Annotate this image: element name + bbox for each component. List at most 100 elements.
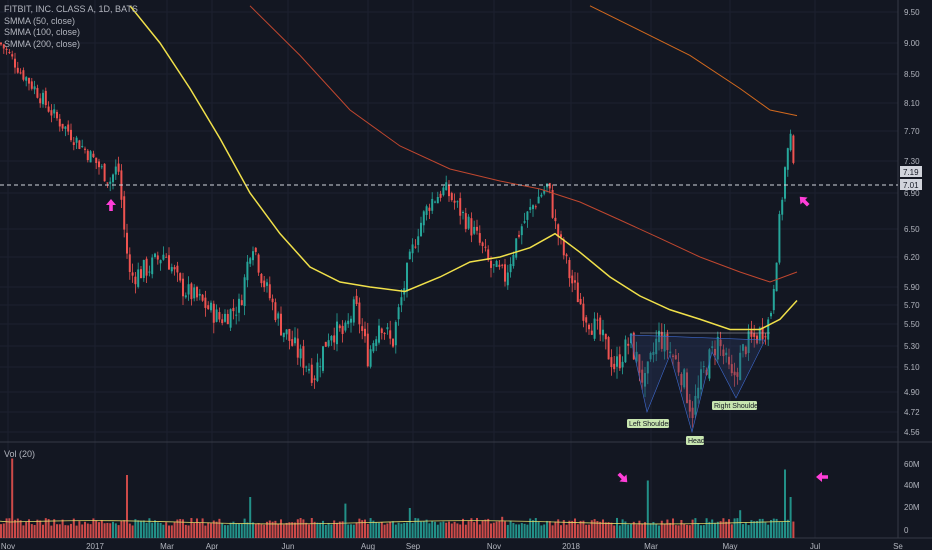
volume-bar: [198, 522, 201, 538]
price-tick-label: 8.10: [904, 99, 920, 108]
candle-down: [134, 276, 137, 285]
volume-bar: [67, 525, 70, 538]
volume-bar: [218, 518, 221, 538]
candle-down: [674, 355, 677, 360]
volume-bar: [22, 525, 25, 538]
volume-bar: [277, 523, 280, 538]
last-price-tag: [900, 166, 922, 177]
candle-down: [744, 346, 747, 355]
volume-bar: [58, 524, 61, 538]
volume-bar: [11, 458, 14, 538]
candle-up: [386, 327, 389, 330]
volume-bar: [414, 517, 417, 538]
candle-down: [607, 337, 610, 360]
volume-bar: [173, 522, 176, 538]
candle-down: [504, 264, 506, 282]
volume-bar: [686, 524, 688, 538]
candle-down: [753, 333, 756, 337]
annotation-arrow-volume-right: [816, 472, 828, 482]
candle-down: [680, 374, 683, 386]
volume-bar: [187, 525, 190, 538]
volume-bar: [484, 519, 487, 538]
candle-down: [16, 67, 19, 73]
volume-bar: [588, 524, 590, 538]
volume-bar: [78, 521, 81, 538]
candle-down: [641, 369, 644, 383]
volume-bar: [238, 523, 240, 538]
volume-bar: [579, 520, 582, 538]
candle-up: [649, 352, 652, 360]
volume-bar: [487, 518, 490, 538]
candle-up: [243, 277, 246, 307]
volume-bar: [464, 524, 467, 538]
candle-up: [789, 133, 792, 151]
candle-up: [512, 254, 515, 267]
candle-up: [509, 264, 512, 273]
candle-down: [518, 234, 520, 237]
volume-bar: [652, 521, 655, 538]
arrow-shape: [799, 196, 810, 207]
volume-bar: [540, 525, 543, 538]
volume-bar: [366, 524, 369, 538]
volume-bar: [599, 521, 602, 538]
candle-down: [613, 363, 616, 370]
volume-bar: [137, 520, 140, 538]
arrow-shape: [816, 472, 828, 482]
candle-up: [229, 309, 232, 328]
candle-down: [501, 264, 504, 266]
volume-bar: [543, 524, 546, 538]
candle-down: [366, 333, 369, 367]
candle-up: [350, 318, 352, 323]
candle-up: [114, 166, 117, 175]
candle-up: [170, 267, 173, 272]
volume-bar: [683, 523, 686, 538]
volume-bar: [576, 524, 579, 538]
volume-bar: [16, 518, 19, 538]
candle-down: [44, 90, 47, 106]
candle-up: [739, 352, 742, 381]
volume-bar: [8, 518, 11, 538]
candle-up: [266, 282, 268, 286]
candle-down: [22, 70, 25, 80]
candle-down: [179, 273, 182, 281]
volume-bar: [302, 519, 305, 538]
volume-bar: [764, 522, 767, 538]
volume-bar: [602, 519, 604, 538]
candle-down: [551, 189, 554, 218]
candle-up: [456, 201, 459, 203]
volume-bar: [616, 517, 618, 538]
volume-bar: [72, 518, 75, 538]
candle-down: [719, 339, 722, 347]
volume-bar: [747, 525, 750, 538]
candle-down: [50, 110, 53, 116]
volume-bar: [246, 522, 249, 538]
candle-down: [274, 302, 277, 321]
candle-down: [291, 339, 294, 346]
volume-bar: [257, 523, 260, 538]
candle-down: [571, 275, 574, 284]
volume-bar: [86, 523, 89, 538]
candle-down: [72, 142, 75, 145]
candle-up: [467, 216, 470, 229]
volume-bar: [515, 524, 518, 538]
candle-down: [103, 163, 106, 182]
candle-down: [453, 200, 456, 203]
volume-bar: [750, 520, 753, 538]
volume-bar: [425, 519, 428, 538]
candle-up: [252, 251, 254, 261]
volume-bar: [523, 523, 526, 538]
volume-bar: [344, 503, 347, 538]
volume-bar: [182, 519, 184, 538]
candle-up: [319, 366, 322, 368]
candle-up: [495, 260, 498, 267]
volume-bar: [168, 525, 170, 538]
candle-down: [61, 123, 64, 129]
volume-bar: [756, 520, 758, 538]
volume-bar: [422, 521, 425, 538]
volume-bar: [593, 519, 596, 538]
candle-down: [392, 338, 394, 347]
volume-bar: [176, 519, 179, 538]
volume-bar: [646, 480, 649, 538]
